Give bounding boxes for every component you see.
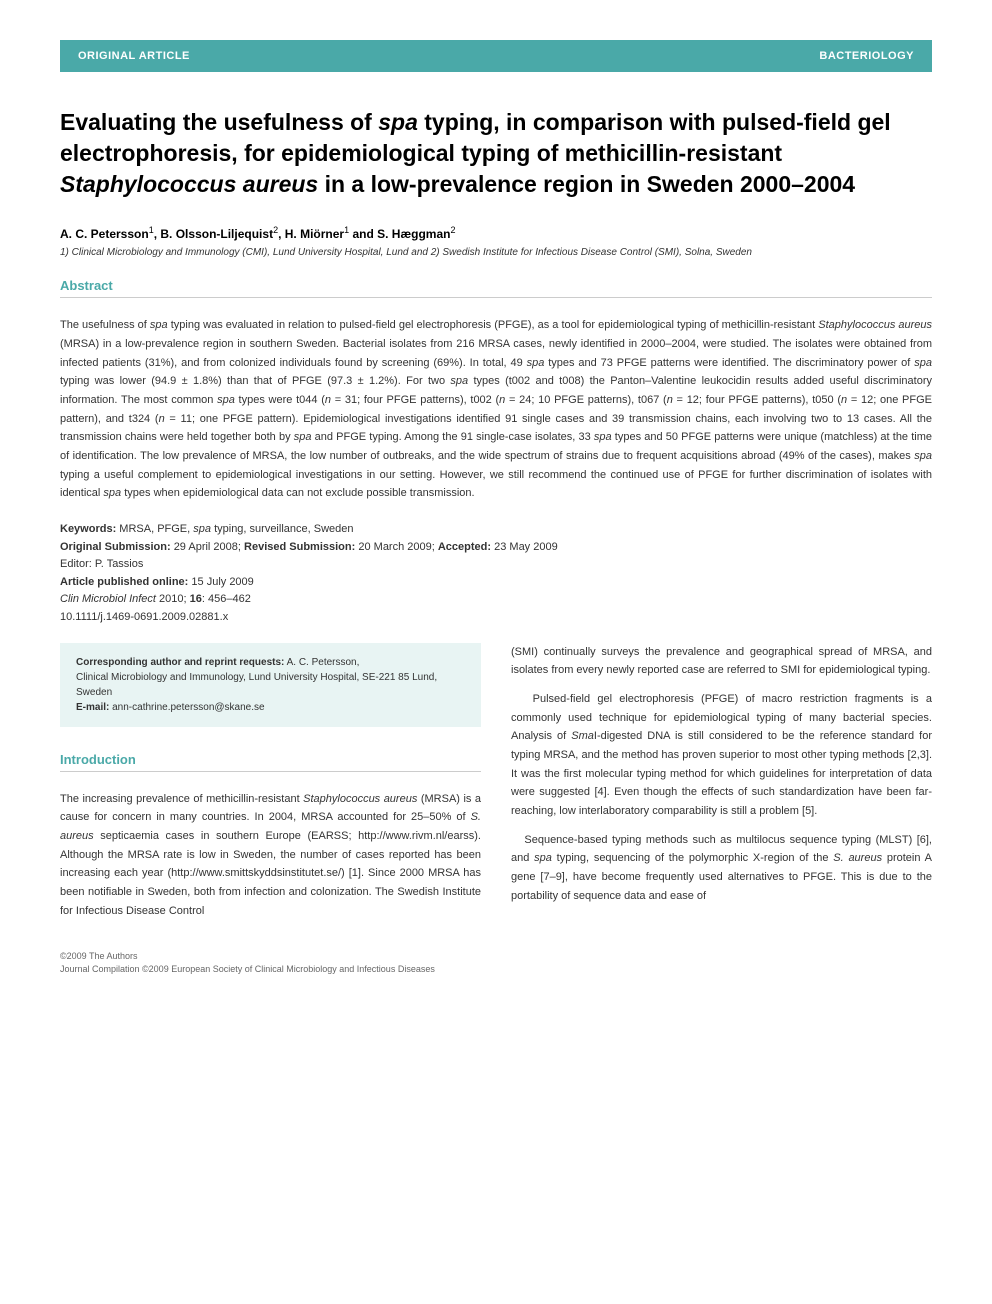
metadata-block: Keywords: MRSA, PFGE, spa typing, survei… [60, 521, 932, 627]
abstract-heading: Abstract [60, 278, 932, 298]
page-footer: ©2009 The Authors Journal Compilation ©2… [60, 950, 932, 975]
submission-line: Original Submission: 29 April 2008; Revi… [60, 539, 932, 557]
article-type-right: BACTERIOLOGY [819, 50, 914, 62]
article-title: Evaluating the usefulness of spa typing,… [60, 107, 932, 200]
article-type-bar: ORIGINAL ARTICLE BACTERIOLOGY [60, 40, 932, 72]
corresponding-author-box: Corresponding author and reprint request… [60, 643, 481, 727]
published-online-line: Article published online: 15 July 2009 [60, 574, 932, 592]
right-column: (SMI) continually surveys the prevalence… [511, 643, 932, 921]
two-column-layout: Corresponding author and reprint request… [60, 643, 932, 921]
intro-right-p3: Sequence-based typing methods such as mu… [511, 831, 932, 906]
doi-line: 10.1111/j.1469-0691.2009.02881.x [60, 609, 932, 627]
citation-line: Clin Microbiol Infect 2010; 16: 456–462 [60, 591, 932, 609]
intro-left-paragraph: The increasing prevalence of methicillin… [60, 790, 481, 921]
editor-line: Editor: P. Tassios [60, 556, 932, 574]
intro-right-p2: Pulsed-field gel electrophoresis (PFGE) … [511, 690, 932, 821]
affiliations: 1) Clinical Microbiology and Immunology … [60, 247, 932, 258]
abstract-text: The usefulness of spa typing was evaluat… [60, 316, 932, 503]
footer-line-2: Journal Compilation ©2009 European Socie… [60, 963, 932, 976]
introduction-heading: Introduction [60, 752, 481, 772]
footer-line-1: ©2009 The Authors [60, 950, 932, 963]
page-container: ORIGINAL ARTICLE BACTERIOLOGY Evaluating… [0, 0, 992, 1006]
article-type-left: ORIGINAL ARTICLE [78, 50, 190, 62]
intro-right-p1: (SMI) continually surveys the prevalence… [511, 643, 932, 680]
left-column: Corresponding author and reprint request… [60, 643, 481, 921]
keywords-line: Keywords: MRSA, PFGE, spa typing, survei… [60, 521, 932, 539]
corresponding-email: ann-cathrine.petersson@skane.se [112, 702, 264, 713]
authors-line: A. C. Petersson1, B. Olsson-Liljequist2,… [60, 225, 932, 241]
